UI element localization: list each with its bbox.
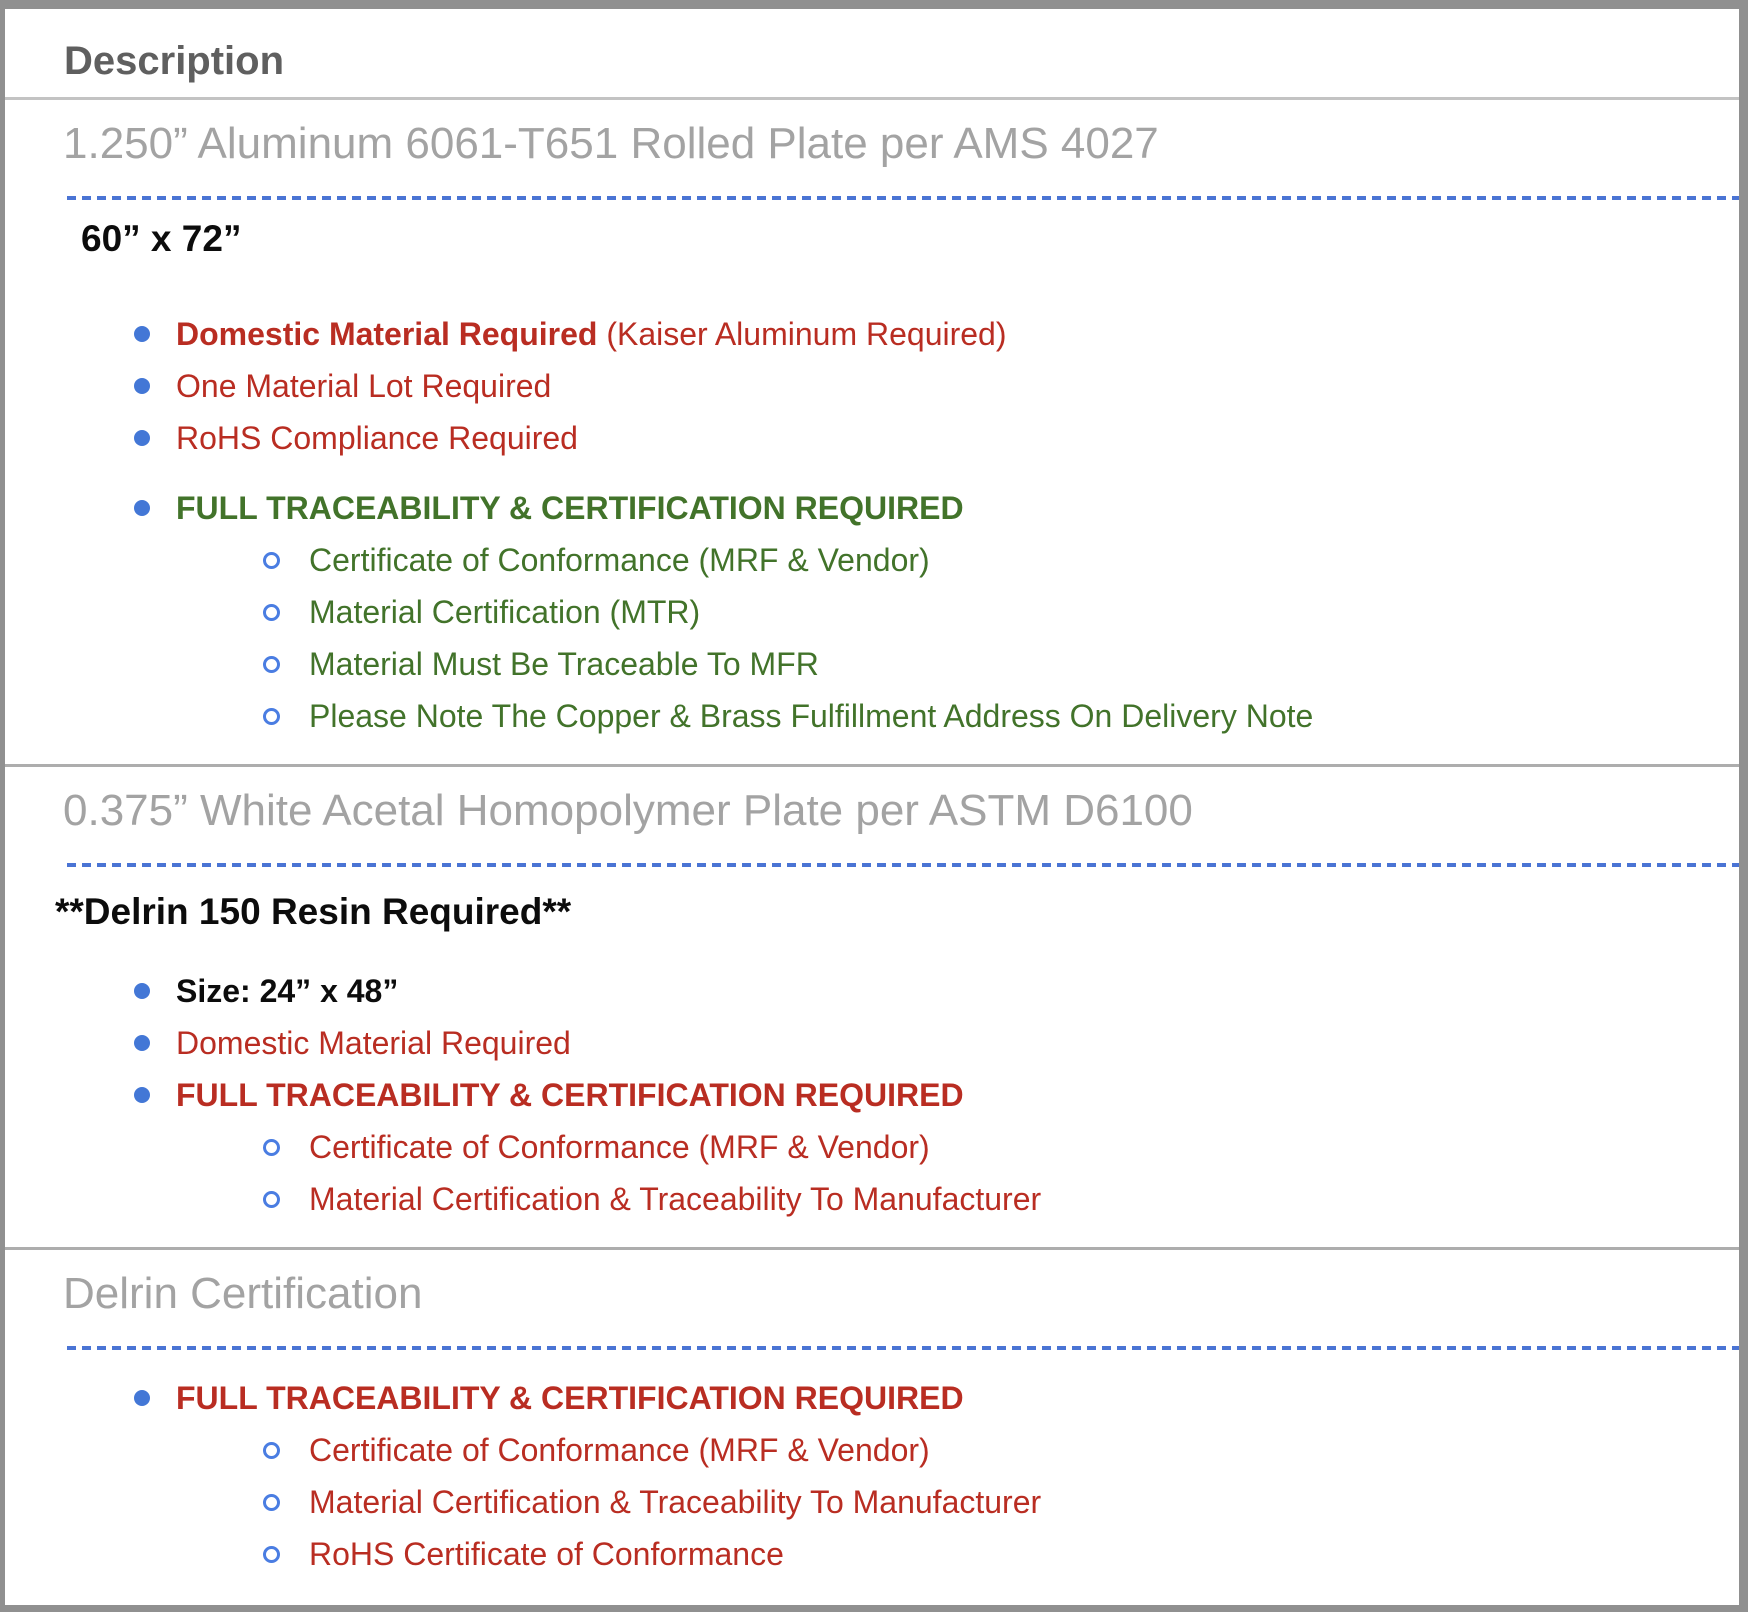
text-segment: Please Note The Copper & Brass Fulfillme… [309, 697, 1314, 734]
description-sections: 1.250” Aluminum 6061-T651 Rolled Plate p… [5, 120, 1739, 1602]
bullet-item-text: Material Certification & Traceability To… [309, 1181, 1041, 1218]
text-segment: FULL TRACEABILITY & CERTIFICATION REQUIR… [176, 1379, 964, 1416]
bullet-item-text: Domestic Material Required (Kaiser Alumi… [176, 316, 1007, 353]
text-segment: Material Certification (MTR) [309, 593, 701, 630]
bullet-circle-icon [263, 1190, 280, 1208]
bullet-item-text: FULL TRACEABILITY & CERTIFICATION REQUIR… [176, 1077, 964, 1114]
bullet-list: Domestic Material Required (Kaiser Alumi… [5, 308, 1739, 742]
bullet-dot-icon [134, 326, 150, 342]
dashed-separator [67, 196, 1739, 200]
description-section: 0.375” White Acetal Homopolymer Plate pe… [5, 787, 1739, 1247]
description-panel: Description 1.250” Aluminum 6061-T651 Ro… [5, 9, 1739, 1605]
bullet-circle-icon [263, 1138, 280, 1156]
text-segment: FULL TRACEABILITY & CERTIFICATION REQUIR… [176, 489, 964, 526]
bullet-item: Domestic Material Required (Kaiser Alumi… [5, 308, 1739, 360]
sub-bullet-item: Material Certification (MTR) [5, 586, 1739, 638]
bullet-item-text: Please Note The Copper & Brass Fulfillme… [309, 698, 1313, 735]
description-section: 1.250” Aluminum 6061-T651 Rolled Plate p… [5, 120, 1739, 764]
bullet-item-text: Size: 24” x 48” [176, 973, 398, 1010]
description-section: Delrin Certification FULL TRACEABILITY & … [5, 1270, 1739, 1602]
bullet-dot-icon [134, 430, 150, 446]
bullet-item: One Material Lot Required [5, 360, 1739, 412]
bullet-dot-icon [134, 500, 150, 516]
text-segment: Domestic Material Required [176, 1024, 571, 1061]
bullet-dot-icon [134, 1390, 150, 1406]
sub-bullet-item: Certificate of Conformance (MRF & Vendor… [5, 1121, 1739, 1173]
bullet-item-text: Certificate of Conformance (MRF & Vendor… [309, 1432, 930, 1469]
row-divider [5, 764, 1739, 767]
bullet-circle-icon [263, 603, 280, 621]
sub-bullet-item: Material Must Be Traceable To MFR [5, 638, 1739, 690]
bullet-item-text: Material Certification & Traceability To… [309, 1484, 1041, 1521]
bullet-dot-icon [134, 1035, 150, 1051]
section-subheading: **Delrin 150 Resin Required** [55, 891, 572, 932]
sub-bullet-item: Please Note The Copper & Brass Fulfillme… [5, 690, 1739, 742]
text-segment: One Material Lot Required [176, 367, 552, 404]
bullet-item-text: Domestic Material Required [176, 1025, 571, 1062]
bullet-item-text: Certificate of Conformance (MRF & Vendor… [309, 1129, 930, 1166]
text-segment: FULL TRACEABILITY & CERTIFICATION REQUIR… [176, 1076, 964, 1113]
bullet-list: Size: 24” x 48” Domestic Material Require… [5, 965, 1739, 1225]
bullet-item-text: RoHS Certificate of Conformance [309, 1536, 784, 1573]
bullet-circle-icon [263, 1493, 280, 1511]
bullet-item: FULL TRACEABILITY & CERTIFICATION REQUIR… [5, 1069, 1739, 1121]
text-segment: RoHS Compliance Required [176, 419, 578, 456]
text-segment: Certificate of Conformance (MRF & Vendor… [309, 1128, 930, 1165]
bullet-item: FULL TRACEABILITY & CERTIFICATION REQUIR… [5, 482, 1739, 534]
text-segment: Certificate of Conformance (MRF & Vendor… [309, 541, 930, 578]
dashed-separator [67, 1346, 1739, 1350]
text-segment: Size: 24” x 48” [176, 972, 399, 1009]
bullet-item: RoHS Compliance Required [5, 412, 1739, 464]
bullet-item-text: One Material Lot Required [176, 368, 551, 405]
row-divider [5, 1247, 1739, 1250]
bullet-item-text: Material Certification (MTR) [309, 594, 700, 631]
bullet-item: Domestic Material Required [5, 1017, 1739, 1069]
sub-bullet-item: Certificate of Conformance (MRF & Vendor… [5, 534, 1739, 586]
bullet-dot-icon [134, 1087, 150, 1103]
sub-bullet-item: Material Certification & Traceability To… [5, 1476, 1739, 1528]
bullet-item: FULL TRACEABILITY & CERTIFICATION REQUIR… [5, 1372, 1739, 1424]
text-segment: Material Certification & Traceability To… [309, 1180, 1042, 1217]
text-segment: (Kaiser Aluminum Required) [597, 315, 1007, 352]
section-title: 1.250” Aluminum 6061-T651 Rolled Plate p… [63, 119, 1159, 168]
sub-bullet-item: RoHS Certificate of Conformance [5, 1528, 1739, 1580]
bullet-circle-icon [263, 551, 280, 569]
text-segment: Material Must Be Traceable To MFR [309, 645, 819, 682]
bullet-circle-icon [263, 707, 280, 725]
section-subheading: 60” x 72” [81, 218, 242, 259]
bullet-circle-icon [263, 1545, 280, 1563]
header-divider [5, 97, 1739, 100]
bullet-dot-icon [134, 378, 150, 394]
text-segment: RoHS Certificate of Conformance [309, 1535, 784, 1572]
section-title: Delrin Certification [63, 1269, 423, 1318]
bullet-item-text: Certificate of Conformance (MRF & Vendor… [309, 542, 930, 579]
dashed-separator [67, 863, 1739, 867]
sub-bullet-item: Certificate of Conformance (MRF & Vendor… [5, 1424, 1739, 1476]
bullet-list: FULL TRACEABILITY & CERTIFICATION REQUIR… [5, 1372, 1739, 1580]
table-header: Description [5, 9, 1739, 97]
bullet-dot-icon [134, 983, 150, 999]
bullet-item: Size: 24” x 48” [5, 965, 1739, 1017]
bullet-item-text: RoHS Compliance Required [176, 420, 578, 457]
text-segment: Certificate of Conformance (MRF & Vendor… [309, 1431, 930, 1468]
bullet-item-text: FULL TRACEABILITY & CERTIFICATION REQUIR… [176, 1380, 964, 1417]
text-segment: Material Certification & Traceability To… [309, 1483, 1042, 1520]
bullet-circle-icon [263, 655, 280, 673]
bullet-item-text: Material Must Be Traceable To MFR [309, 646, 819, 683]
text-segment: Domestic Material Required [176, 315, 598, 352]
sub-bullet-item: Material Certification & Traceability To… [5, 1173, 1739, 1225]
bullet-item-text: FULL TRACEABILITY & CERTIFICATION REQUIR… [176, 490, 964, 527]
section-title: 0.375” White Acetal Homopolymer Plate pe… [63, 786, 1193, 835]
description-column-header: Description [64, 39, 285, 83]
bullet-circle-icon [263, 1441, 280, 1459]
